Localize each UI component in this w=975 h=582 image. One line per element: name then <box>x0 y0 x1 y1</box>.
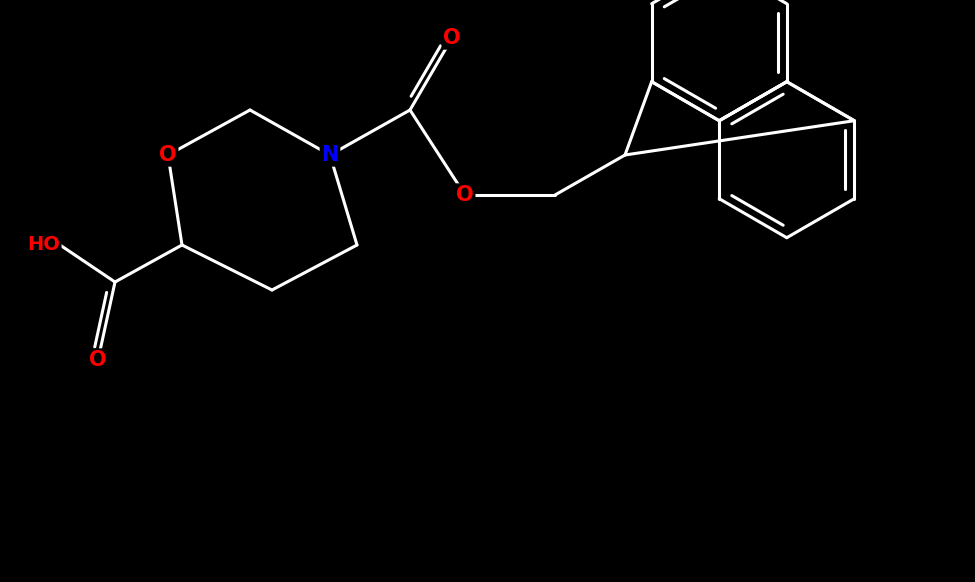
Text: O: O <box>444 28 461 48</box>
Text: O: O <box>89 350 107 370</box>
Text: HO: HO <box>27 236 60 254</box>
Text: N: N <box>322 145 338 165</box>
Text: O: O <box>159 145 176 165</box>
Text: O: O <box>456 185 474 205</box>
